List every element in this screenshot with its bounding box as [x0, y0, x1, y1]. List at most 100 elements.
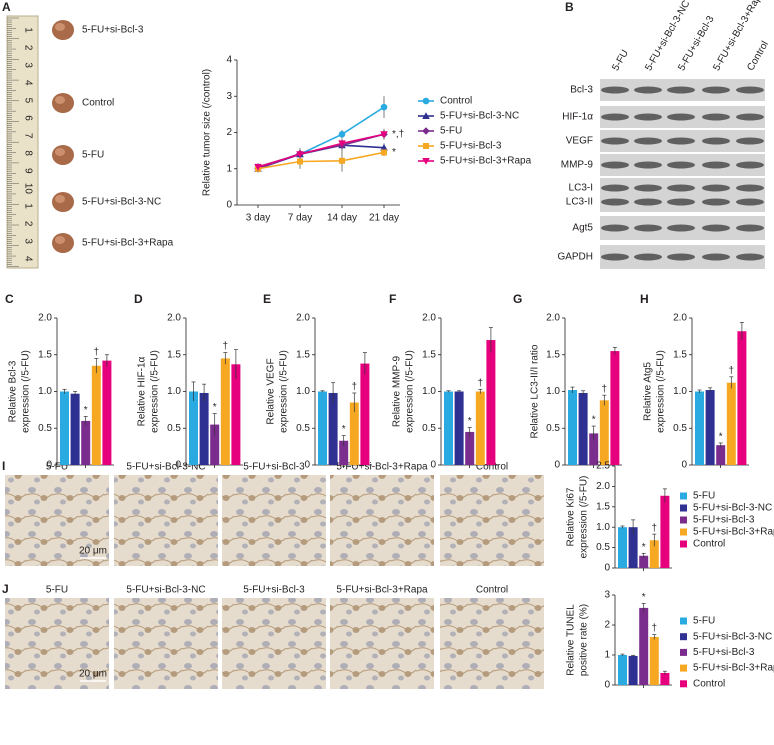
protein-label: Bcl-3	[570, 85, 593, 96]
y-axis-label: expression (/5-FU)	[656, 350, 667, 433]
ruler-number: 4	[22, 256, 33, 262]
blot-band	[667, 224, 695, 232]
panel-label: H	[640, 292, 649, 306]
y-tick-label: 2.0	[296, 313, 310, 324]
legend-label: 5-FU	[440, 126, 462, 137]
scale-label: 20 μm	[79, 669, 107, 680]
y-tick-label: 0	[226, 200, 232, 211]
y-axis-label: Relative VEGF	[266, 358, 277, 424]
marker	[339, 157, 345, 164]
y-tick-label: 4	[226, 55, 232, 66]
y-tick-label: 1.5	[167, 349, 181, 360]
annotation: *	[84, 405, 88, 416]
bar	[649, 540, 659, 568]
blot-band	[736, 113, 764, 121]
y-tick-label: 1.0	[673, 386, 687, 397]
blot-band	[667, 198, 695, 206]
bar	[210, 424, 220, 465]
y-tick-label: 3	[226, 91, 232, 102]
marker	[254, 163, 262, 171]
y-tick-label: 0	[430, 460, 436, 471]
bar	[70, 393, 80, 465]
annotation: *	[468, 416, 472, 427]
bar	[660, 673, 670, 685]
legend-swatch	[680, 540, 687, 548]
bar	[639, 607, 649, 685]
sample-label: Control	[82, 98, 114, 109]
annotation: †	[223, 341, 229, 352]
sample-label: 5-FU	[82, 150, 104, 161]
bar	[328, 392, 338, 465]
marker	[381, 149, 387, 156]
bar	[339, 440, 349, 465]
bar	[589, 433, 599, 465]
y-axis-label: Relative MMP-9	[392, 356, 403, 428]
legend-label: 5-FU	[693, 616, 715, 627]
y-tick-label: 0.5	[673, 423, 687, 434]
blot-band	[736, 184, 764, 192]
blot-strip	[600, 178, 765, 212]
ruler-number: 2	[22, 45, 33, 51]
ruler-number: 7	[22, 133, 33, 139]
blot-band	[634, 86, 662, 94]
annotation: †	[352, 382, 358, 393]
blot-band	[702, 198, 730, 206]
column-title: 5-FU+si-Bcl-3+Rapa	[336, 585, 428, 596]
protein-label: MMP-9	[561, 160, 594, 171]
y-axis-label: expression (/5-FU)	[579, 476, 590, 559]
y-axis-label: Relative Atg5	[643, 362, 654, 421]
y-tick-label: 1.5	[38, 349, 52, 360]
legend-label: Control	[440, 96, 472, 107]
y-tick-label: 0.5	[38, 423, 52, 434]
micrograph	[114, 475, 218, 566]
blot-band	[702, 161, 730, 169]
y-axis-label: expression (/5-FU)	[21, 350, 32, 433]
legend-label: 5-FU+si-Bcl-3+Rapa	[440, 156, 532, 167]
marker	[297, 158, 303, 165]
bar	[705, 390, 715, 465]
legend-marker	[422, 127, 430, 135]
column-title: 5-FU+si-Bcl-3	[243, 462, 305, 473]
y-tick-label: 0.5	[546, 423, 560, 434]
bar	[599, 400, 609, 465]
bar	[349, 402, 359, 465]
bar	[199, 392, 209, 465]
series-line	[257, 106, 385, 168]
protein-label: VEGF	[566, 136, 593, 147]
blot-band	[667, 184, 695, 192]
y-tick-label: 2	[604, 620, 610, 631]
marker	[338, 131, 346, 138]
panel-label: E	[263, 292, 271, 306]
legend-label: Control	[693, 678, 725, 689]
annotation: *	[719, 432, 723, 443]
y-tick-label: 3	[604, 590, 610, 601]
bar	[628, 527, 638, 568]
annotation: *	[392, 147, 396, 158]
micrograph	[330, 475, 434, 566]
micrograph	[5, 475, 109, 566]
bar	[726, 382, 736, 465]
legend-label: 5-FU	[693, 491, 715, 502]
lane-label: 5-FU	[610, 48, 631, 73]
legend-swatch	[680, 648, 687, 656]
y-tick-label: 1.5	[673, 349, 687, 360]
blot-band	[702, 253, 730, 261]
annotation: *,†	[392, 129, 404, 140]
annotation: *	[642, 592, 646, 603]
bar	[231, 364, 241, 465]
y-tick-label: 1.5	[422, 349, 436, 360]
column-title: 5-FU+si-Bcl-3+Rapa	[336, 462, 428, 473]
bar	[716, 445, 726, 465]
panel-label: G	[513, 292, 522, 306]
y-tick-label: 0.5	[422, 423, 436, 434]
ruler-number: 3	[22, 238, 33, 244]
marker	[380, 143, 388, 151]
blot-band	[634, 113, 662, 121]
series-line	[257, 151, 385, 170]
bar	[618, 655, 627, 685]
legend-label: 5-FU+si-Bcl-3-NC	[693, 631, 772, 642]
blot-band	[736, 86, 764, 94]
ruler-number: 1	[22, 27, 33, 33]
y-tick-label: 2.0	[167, 313, 181, 324]
x-tick-label: 7 day	[288, 213, 312, 224]
